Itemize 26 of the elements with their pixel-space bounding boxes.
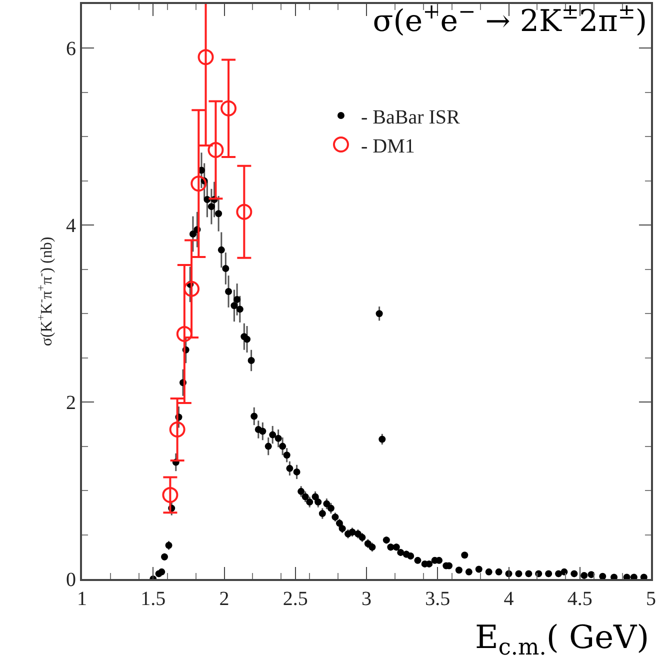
- x-axis-title: E$_{c.m.}$( GeV): [475, 618, 650, 661]
- point: [162, 486, 178, 503]
- y-tick-label: 2: [66, 392, 76, 414]
- y-tick-label: 0: [66, 569, 76, 591]
- x-tick-label: 2.5: [282, 588, 308, 610]
- x-tick-label: 3.5: [425, 588, 450, 610]
- x-tick-label: 5: [646, 588, 656, 610]
- point: [198, 49, 214, 66]
- point: [220, 100, 237, 116]
- chart-title: σ(e$^{+}$e$^{−}$ → 2K$^{±}$2π$^{±}$): [372, 0, 648, 39]
- point: [236, 204, 252, 220]
- point: [169, 422, 186, 438]
- x-tick-label: 1: [77, 588, 87, 610]
- y-tick-label: 6: [66, 38, 76, 60]
- x-tick-label: 1.5: [140, 588, 166, 610]
- point: [176, 326, 192, 342]
- point: [184, 280, 200, 297]
- x-tick-label: 4.5: [567, 588, 592, 610]
- x-tick-label: 2: [219, 588, 230, 610]
- point: [208, 142, 224, 158]
- legend-label: - BaBar ISR: [360, 106, 461, 128]
- point: [190, 176, 207, 192]
- y-tick-label: 4: [66, 215, 76, 238]
- legend-label: - DM1: [360, 135, 415, 158]
- x-tick-label: 4: [504, 588, 514, 610]
- x-tick-label: 3: [362, 588, 372, 610]
